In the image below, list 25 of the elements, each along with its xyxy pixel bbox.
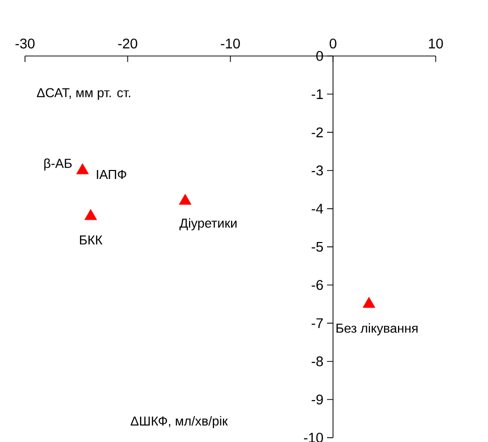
- x-tick-label: -30: [16, 38, 35, 48]
- x-tick-label: -10: [220, 38, 240, 48]
- y-tick-label: -9: [312, 394, 323, 404]
- y-tick-label: -3: [312, 166, 323, 176]
- y-tick-label: -1: [312, 89, 323, 99]
- y-tick-label: -2: [312, 127, 323, 138]
- point: [362, 296, 376, 308]
- annotation: БКК: [80, 236, 102, 244]
- y-tick-label: -7: [312, 318, 323, 328]
- x-axis-title: ΔШКФ, мл/хв/рік: [130, 416, 228, 428]
- y-tick-label: -5: [312, 242, 323, 252]
- point: [84, 209, 97, 220]
- y-tick-label: -8: [312, 356, 323, 366]
- y-axis-title: ΔСАТ, мм рт. ст.: [36, 88, 130, 100]
- x-tick-label: -20: [118, 38, 138, 48]
- point: [178, 194, 192, 205]
- y-tick-label: -6: [312, 280, 323, 290]
- annotation: Діуретики: [179, 218, 237, 230]
- annotation: ІАПФ: [96, 170, 126, 180]
- annotation: β-АБ: [44, 158, 72, 171]
- x-tick-label: 0: [330, 38, 336, 48]
- y-tick-label: -4: [312, 204, 324, 214]
- point: [76, 163, 89, 174]
- annotation: Без лікування: [336, 323, 418, 336]
- x-tick-label: 10: [429, 38, 443, 48]
